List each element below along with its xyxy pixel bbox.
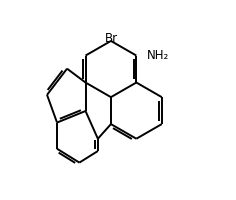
Text: NH₂: NH₂ bbox=[147, 49, 169, 62]
Text: Br: Br bbox=[104, 32, 118, 45]
